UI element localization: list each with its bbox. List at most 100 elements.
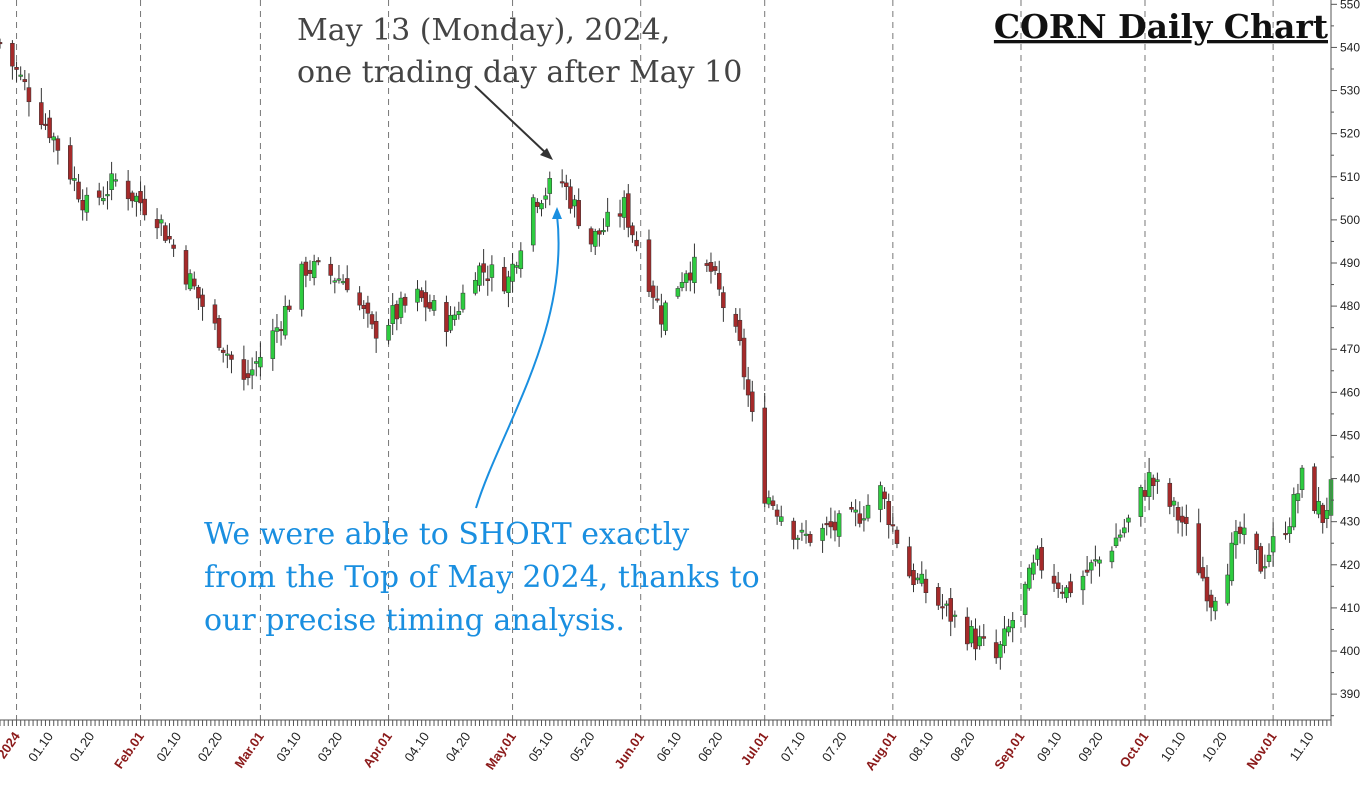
candle-down xyxy=(886,501,891,525)
candle-down xyxy=(849,507,854,510)
candle-down xyxy=(307,269,313,274)
candle-up xyxy=(1126,517,1131,523)
x-tick-label-month: Nov.01 xyxy=(1243,729,1279,772)
x-tick-label-month: Feb.01 xyxy=(111,729,147,771)
candle-up xyxy=(1113,537,1119,547)
chart-title: CORN Daily Chart xyxy=(994,7,1329,46)
candle-down xyxy=(10,43,15,67)
candle-down xyxy=(444,302,449,332)
candle-down xyxy=(0,42,3,45)
candle-up xyxy=(865,504,871,519)
candle-up xyxy=(72,178,77,181)
candle-up xyxy=(340,281,346,284)
candle-up xyxy=(1093,559,1098,562)
x-tick-label: 08.10 xyxy=(906,729,937,764)
candle-up xyxy=(1064,587,1069,599)
candle-down xyxy=(22,79,28,83)
candle-down xyxy=(588,228,594,245)
candle-up xyxy=(1097,559,1102,564)
candle-up xyxy=(225,353,230,356)
candle-down xyxy=(1312,466,1317,512)
candle-down xyxy=(721,292,726,309)
candle-up xyxy=(1316,501,1321,515)
candle-up xyxy=(84,194,90,213)
y-tick-label: 510 xyxy=(1340,170,1360,184)
candle-up xyxy=(820,527,825,541)
x-tick-label: 07.10 xyxy=(777,729,808,764)
candle-down xyxy=(911,570,916,586)
candle-down xyxy=(183,250,189,285)
candle-down xyxy=(630,225,635,236)
x-tick-label: 06.20 xyxy=(695,729,726,764)
candle-down xyxy=(502,266,507,292)
candle-down xyxy=(894,529,900,544)
candle-down xyxy=(791,520,796,540)
x-tick-label-month: Jun.01 xyxy=(611,729,647,771)
candle-down xyxy=(1060,591,1065,594)
candle-down xyxy=(576,200,581,227)
candle-up xyxy=(803,533,809,536)
candle-up xyxy=(766,497,772,505)
candle-up xyxy=(1122,527,1127,534)
candle-up xyxy=(977,636,982,647)
candle-up xyxy=(431,300,437,311)
candle-down xyxy=(328,263,333,276)
candle-down xyxy=(241,359,247,380)
bottom-note-line1: We were able to SHORT exactly xyxy=(204,517,689,552)
candle-down xyxy=(196,286,201,299)
candle-up xyxy=(539,203,544,210)
candle-up xyxy=(460,292,466,310)
y-tick-label: 480 xyxy=(1340,299,1360,313)
candle-down xyxy=(923,578,929,594)
x-tick-label: 02.20 xyxy=(195,729,226,764)
y-tick-label: 550 xyxy=(1340,0,1360,11)
candle-down xyxy=(708,262,714,272)
x-tick-label: 07.20 xyxy=(819,729,850,764)
candle-up xyxy=(18,74,23,77)
candle-up xyxy=(944,603,949,606)
candle-down xyxy=(344,278,350,291)
candle-down xyxy=(1320,504,1325,523)
candle-down xyxy=(278,329,284,332)
candle-up xyxy=(853,509,858,513)
candle-down xyxy=(138,191,143,204)
candle-down xyxy=(564,182,569,187)
candle-up xyxy=(915,577,920,581)
candle-up xyxy=(282,306,288,336)
candle-up xyxy=(258,356,263,368)
candle-down xyxy=(907,546,912,577)
candle-down xyxy=(659,305,664,325)
candle-up xyxy=(105,194,110,197)
candle-down xyxy=(832,521,838,531)
top-note-arrow xyxy=(474,85,553,160)
candle-up xyxy=(518,250,524,269)
candle-down xyxy=(750,391,755,412)
candle-up xyxy=(530,197,536,246)
x-tick-label: 04.10 xyxy=(401,729,432,764)
candle-down xyxy=(39,102,44,126)
bottom-note-line3: our precise timing analysis. xyxy=(204,603,625,638)
candle-down xyxy=(964,616,970,645)
candle-up xyxy=(1213,600,1218,612)
candle-down xyxy=(733,313,739,327)
candle-up xyxy=(506,276,511,293)
candle-up xyxy=(1324,510,1330,519)
candle-down xyxy=(357,292,362,306)
candle-up xyxy=(1225,574,1230,604)
x-axis: 2024 01.10 01.20 Feb.01 02.10 02.20 Mar.01 03.1… xyxy=(0,719,1332,773)
candle-down xyxy=(68,145,73,180)
candle-up xyxy=(473,279,478,294)
candle-up xyxy=(1270,536,1276,553)
candle-up xyxy=(799,529,805,533)
candle-down xyxy=(142,198,147,216)
candle-down xyxy=(1184,516,1189,524)
y-tick-label: 400 xyxy=(1340,644,1360,658)
candle-down xyxy=(216,318,222,348)
candle-up xyxy=(249,369,255,376)
x-tick-label-month: Oct.01 xyxy=(1116,729,1151,770)
x-tick-label-month: Apr.01 xyxy=(360,729,395,770)
candle-down xyxy=(973,628,978,650)
x-tick-label: 06.10 xyxy=(653,729,684,764)
candle-down xyxy=(1196,523,1201,574)
candle-down xyxy=(47,117,52,139)
